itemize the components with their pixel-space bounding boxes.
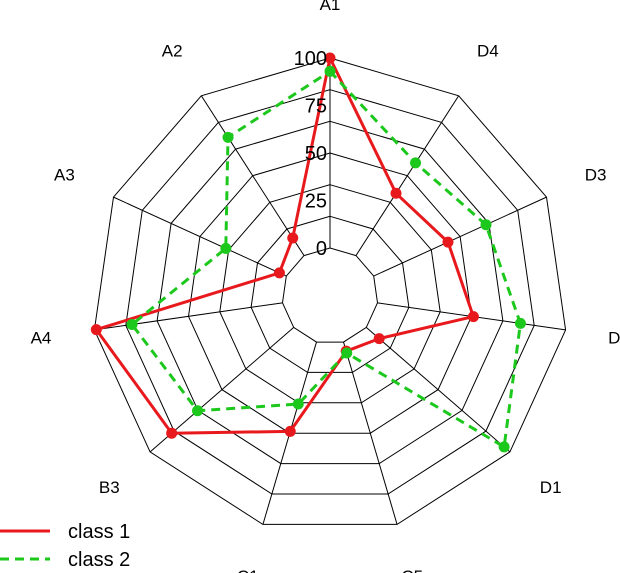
radar-grid [93, 57, 567, 525]
grid-ring [281, 247, 379, 343]
grid-ring [93, 57, 567, 525]
point-class-1-d2 [467, 311, 479, 323]
axis-label-a3: A3 [54, 166, 75, 185]
spoke-a4 [94, 302, 283, 331]
axis-labels: A1 D4 D3 D2 D1 C5 C1 B3 A4 A3 A2 [31, 0, 620, 573]
spoke-a3 [113, 196, 287, 277]
grid-ring [125, 89, 535, 495]
axis-label-d1: D1 [540, 478, 562, 497]
point-class-2-b3 [192, 405, 204, 417]
series-layer [90, 52, 526, 453]
spoke-d4 [355, 95, 460, 256]
grid-ring [156, 120, 504, 465]
spoke-d1 [365, 327, 511, 453]
radar-spokes [94, 58, 566, 525]
tick-label: 50 [305, 143, 327, 165]
spoke-d3 [373, 196, 547, 277]
point-class-2-d1 [498, 441, 510, 453]
point-class-2-d3 [480, 219, 492, 231]
tick-label: 100 [294, 48, 327, 70]
axis-label-c1: C1 [237, 567, 259, 573]
tick-label: 75 [305, 96, 327, 118]
point-class-1-c1 [284, 425, 296, 437]
point-class-2-a2 [222, 131, 234, 143]
axis-label-c5: C5 [401, 567, 423, 573]
point-class-1-d1 [373, 333, 385, 345]
point-class-2-a3 [220, 242, 232, 254]
axis-label-d4: D4 [477, 41, 499, 60]
point-class-1-a1 [324, 52, 336, 64]
point-class-2-a1 [324, 65, 336, 77]
point-class-1-a2 [287, 232, 299, 244]
spoke-c5 [343, 341, 398, 525]
point-class-1-d3 [442, 236, 454, 248]
series-line-class-2 [130, 69, 522, 449]
tick-label: 25 [305, 191, 327, 213]
point-class-1-b3 [166, 427, 178, 439]
legend-label-class-2: class 2 [68, 549, 130, 571]
point-class-2-c5 [341, 347, 353, 359]
tick-labels: 0 25 50 75 100 [294, 48, 327, 260]
axis-label-a4: A4 [31, 329, 52, 348]
axis-label-d2: D2 [608, 329, 620, 348]
point-class-2-d2 [514, 317, 526, 329]
axis-label-d3: D3 [585, 166, 607, 185]
point-class-2-d4 [410, 157, 422, 169]
axis-label-b3: B3 [99, 478, 120, 497]
point-class-1-a3 [273, 267, 285, 279]
point-class-2-a4 [126, 318, 138, 330]
point-class-1-d4 [390, 187, 402, 199]
grid-ring [187, 152, 473, 434]
axis-label-a1: A1 [320, 0, 341, 14]
series-line-class-1 [94, 56, 475, 435]
axis-label-a2: A2 [162, 41, 183, 60]
spoke-a2 [200, 95, 305, 256]
point-class-2-c1 [292, 398, 304, 410]
grid-ring [219, 184, 441, 404]
legend: class 1 class 2 [0, 521, 130, 571]
tick-label: 0 [316, 238, 327, 260]
legend-label-class-1: class 1 [68, 521, 130, 543]
point-class-1-a4 [90, 324, 102, 336]
